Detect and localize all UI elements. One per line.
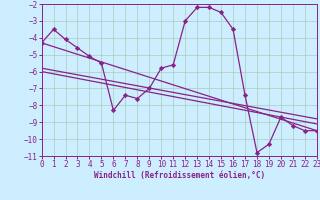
X-axis label: Windchill (Refroidissement éolien,°C): Windchill (Refroidissement éolien,°C): [94, 171, 265, 180]
